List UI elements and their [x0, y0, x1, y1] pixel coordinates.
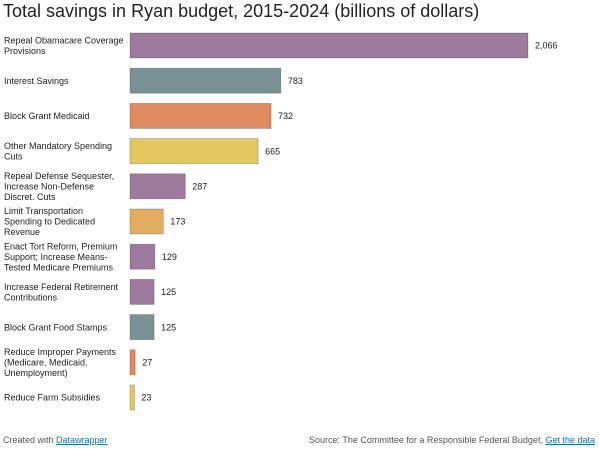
value-label: 2,066 [535, 41, 558, 51]
category-label: Increase Federal Retirement Contributions [4, 282, 119, 303]
category-label: Repeal Defense Sequester, Increase Non-De… [4, 171, 114, 202]
value-label: 783 [288, 76, 303, 86]
bar[interactable] [129, 349, 136, 376]
category-label: Interest Savings [4, 76, 69, 86]
source-text: Source: The Committee for a Responsible … [308, 435, 546, 445]
value-label: 732 [278, 111, 293, 121]
bar[interactable] [129, 103, 272, 129]
category-label: Block Grant Medicaid [4, 111, 90, 121]
bar[interactable] [129, 208, 164, 235]
bar[interactable] [129, 243, 156, 270]
value-label: 27 [142, 358, 152, 368]
value-label: 125 [161, 287, 176, 297]
value-label: 665 [265, 146, 280, 156]
bar[interactable] [129, 67, 282, 94]
category-label: Reduce Improper Payments (Medicare, Medic… [4, 347, 117, 378]
footer-credit: Created with Datawrapper [3, 435, 108, 445]
bar[interactable] [129, 384, 135, 411]
bar[interactable] [129, 32, 529, 59]
category-label: Enact Tort Reform, Premium Support; Incre… [4, 241, 117, 272]
bar[interactable] [129, 138, 259, 165]
category-label: Block Grant Food Stamps [4, 322, 108, 332]
category-label: Repeal Obamacare Coverage Provisions [4, 35, 124, 56]
bar[interactable] [129, 278, 155, 305]
bar[interactable] [129, 173, 186, 200]
bar[interactable] [129, 314, 155, 341]
datawrapper-link[interactable]: Datawrapper [56, 435, 108, 445]
bar-chart: Repeal Obamacare Coverage Provisions 2,066… [4, 32, 558, 411]
category-label: Limit Transportation Spending to Dedicate… [4, 206, 95, 237]
chart-title: Total savings in Ryan budget, 2015-2024 … [3, 1, 480, 21]
value-label: 125 [161, 322, 176, 332]
value-label: 287 [192, 182, 207, 192]
created-with-text: Created with [3, 435, 57, 445]
get-the-data-link[interactable]: Get the data [545, 435, 595, 445]
value-label: 129 [162, 252, 177, 262]
value-label: 173 [170, 217, 185, 227]
value-label: 23 [141, 393, 151, 403]
footer-source: Source: The Committee for a Responsible … [309, 435, 595, 445]
category-label: Other Mandatory Spending Cuts [4, 141, 112, 162]
category-label: Reduce Farm Subsidies [4, 393, 101, 403]
